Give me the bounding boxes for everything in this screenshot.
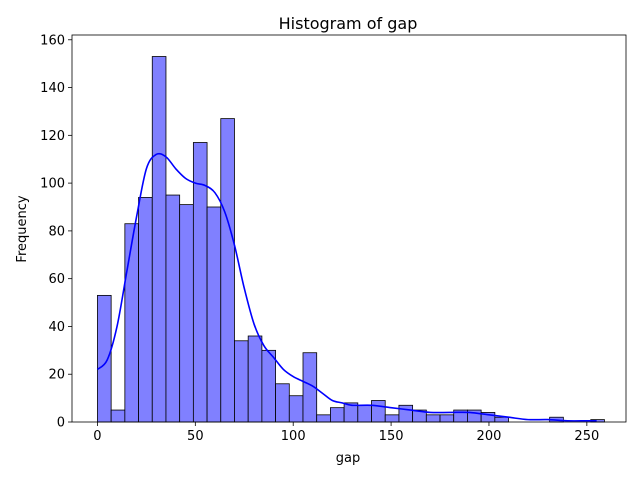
x-tick-label: 0 <box>93 429 101 444</box>
histogram-bar <box>234 341 248 422</box>
histogram-bar <box>125 224 139 422</box>
histogram-bar <box>317 415 331 422</box>
histogram-bar <box>221 119 235 422</box>
histogram-bar <box>111 410 125 422</box>
histogram-bar <box>166 195 180 422</box>
y-tick-label: 160 <box>40 33 65 48</box>
y-tick-label: 40 <box>48 320 65 335</box>
chart-title: Histogram of gap <box>279 14 418 33</box>
x-tick-label: 200 <box>477 429 502 444</box>
histogram-bar <box>289 396 303 422</box>
histogram-bar <box>495 417 509 422</box>
histogram-bar <box>385 415 399 422</box>
y-tick-label: 140 <box>40 81 65 96</box>
y-tick-label: 100 <box>40 177 65 192</box>
histogram-bar <box>372 401 386 423</box>
y-tick-label: 60 <box>48 272 65 287</box>
histogram-bar <box>276 384 290 422</box>
x-tick-label: 250 <box>574 429 599 444</box>
histogram-bar <box>248 336 262 422</box>
histogram-bar <box>139 197 153 422</box>
histogram-bar <box>426 415 440 422</box>
histogram-bar <box>97 295 111 422</box>
x-tick-label: 50 <box>187 429 204 444</box>
y-axis-label: Frequency <box>15 195 30 262</box>
histogram-bar <box>330 408 344 422</box>
y-tick-label: 20 <box>48 368 65 383</box>
x-axis-label: gap <box>336 451 360 466</box>
x-tick-label: 150 <box>379 429 404 444</box>
histogram-bar <box>207 207 221 422</box>
y-tick-label: 80 <box>48 224 65 239</box>
histogram-bar <box>399 405 413 422</box>
x-tick-label: 100 <box>281 429 306 444</box>
y-tick-label: 120 <box>40 129 65 144</box>
histogram-bar <box>262 350 276 422</box>
histogram-bar <box>440 415 454 422</box>
y-tick-label: 0 <box>57 416 65 431</box>
histogram-bar <box>180 205 194 422</box>
histogram-bar <box>358 405 372 422</box>
histogram-bar <box>152 57 166 423</box>
